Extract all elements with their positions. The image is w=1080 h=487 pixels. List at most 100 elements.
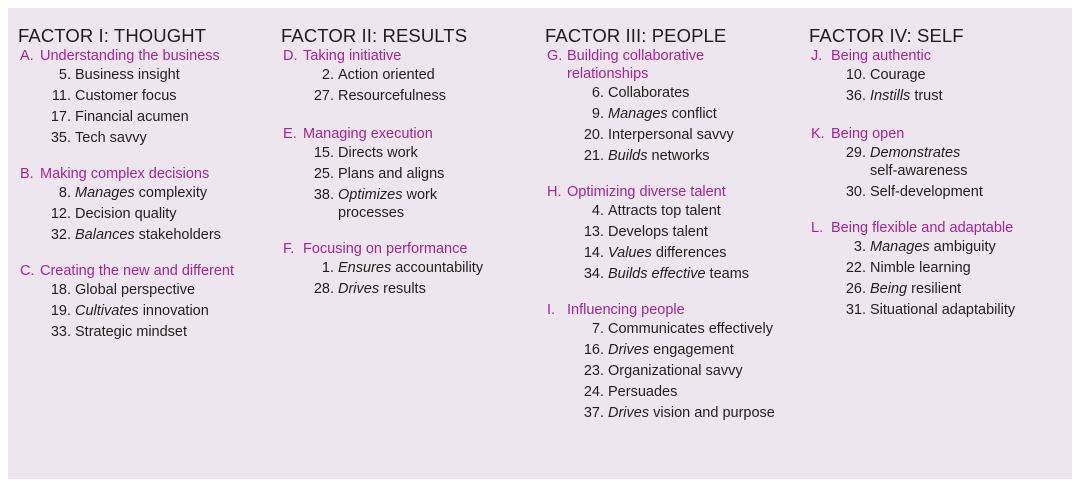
cluster-g: G. Building collaborative relationships 6… (545, 47, 805, 167)
competency-item: 11. Customer focus (18, 86, 278, 107)
cluster-letter: B. (20, 166, 34, 182)
competency-item: 21. Builds networks (545, 146, 805, 167)
competency-item: 34. Builds effective teams (545, 264, 805, 285)
cluster-letter: D. (283, 48, 298, 64)
item-text: Directs work (338, 145, 418, 161)
cluster-label: Making complex decisions (40, 166, 210, 182)
item-text: innovation (138, 303, 209, 319)
competency-item: 29. Demonstrates self-awareness (809, 143, 1069, 182)
item-text: stakeholders (134, 227, 221, 243)
competency-item: 7. Communicates effectively (545, 319, 805, 340)
cluster-label: Managing execution (303, 126, 433, 142)
cluster-letter: I. (547, 302, 556, 318)
item-number: 28. (313, 281, 334, 297)
competency-item: 19. Cultivates innovation (18, 301, 278, 322)
competency-item: 10. Courage (809, 65, 1069, 86)
item-text: results (379, 281, 426, 297)
factor-title: FACTOR IV: SELF (809, 25, 964, 46)
item-number: 26. (845, 281, 866, 297)
item-emphasis: Builds effective (608, 266, 706, 282)
competency-item: 38. Optimizes work processes (281, 185, 541, 224)
cluster-i: I. Influencing people 7. Communicates effe… (545, 301, 805, 424)
item-number: 11. (51, 88, 71, 104)
cluster-label: Being open (831, 126, 905, 142)
item-number: 20. (583, 127, 604, 143)
item-text: Self-development (870, 184, 983, 200)
item-emphasis: Drives (608, 342, 650, 358)
item-number: 32. (50, 227, 71, 243)
item-text: Resourcefulness (338, 88, 446, 104)
item-number: 8. (58, 185, 71, 201)
item-text: self-awareness (870, 163, 968, 179)
item-number: 9. (591, 106, 604, 122)
item-number: 17. (50, 109, 71, 125)
item-emphasis: Demonstrates (870, 145, 961, 161)
cluster-letter: H. (547, 184, 562, 200)
item-number: 37. (583, 405, 604, 421)
cluster-b: B. Making complex decisions 8. Manages com… (18, 165, 278, 246)
item-number: 14. (583, 245, 604, 261)
factor-column-people: FACTOR III: PEOPLE G. Building collaborat… (545, 26, 805, 440)
item-number: 35. (50, 130, 71, 146)
item-number: 18. (50, 282, 71, 298)
competency-item: 3. Manages ambiguity (809, 237, 1069, 258)
item-text: Attracts top talent (608, 203, 721, 219)
item-number: 1. (321, 260, 334, 276)
item-text: Communicates effectively (608, 321, 773, 337)
cluster-label: Optimizing diverse talent (567, 184, 726, 200)
item-number: 34. (583, 266, 604, 282)
competency-item: 23. Organizational savvy (545, 361, 805, 382)
competency-item: 14. Values differences (545, 243, 805, 264)
item-number: 31. (845, 302, 866, 318)
cluster-k: K. Being open 29. Demonstrates self-awaren… (809, 125, 1069, 203)
item-number: 10. (845, 67, 866, 83)
item-number: 22. (845, 260, 866, 276)
cluster-label: Creating the new and different (40, 263, 235, 279)
cluster-letter: K. (811, 126, 825, 142)
item-number: 21. (583, 148, 604, 164)
competency-item: 28. Drives results (281, 279, 541, 300)
item-text: Plans and aligns (338, 166, 445, 182)
competency-item: 32. Balances stakeholders (18, 225, 278, 246)
competency-item: 4. Attracts top talent (545, 201, 805, 222)
item-emphasis: Builds (608, 148, 648, 164)
cluster-l: L. Being flexible and adaptable 3. Manages… (809, 219, 1069, 321)
item-number: 5. (58, 67, 71, 83)
item-number: 36. (845, 88, 866, 104)
item-text: Action oriented (338, 67, 435, 83)
item-text: Situational adaptability (870, 302, 1016, 318)
item-number: 19. (50, 303, 71, 319)
item-text: Strategic mindset (75, 324, 188, 340)
item-text: conflict (667, 106, 717, 122)
cluster-letter: C. (20, 263, 35, 279)
cluster-f: F. Focusing on performance 1. Ensures acco… (281, 240, 541, 300)
item-text: Persuades (608, 384, 678, 400)
item-text: Develops talent (608, 224, 708, 240)
item-number: 30. (845, 184, 866, 200)
competency-item: 25. Plans and aligns (281, 164, 541, 185)
cluster-letter: E. (283, 126, 297, 142)
factor-title: FACTOR I: THOUGHT (18, 25, 207, 46)
item-text: networks (647, 148, 710, 164)
cluster-h: H. Optimizing diverse talent 4. Attracts t… (545, 183, 805, 285)
cluster-d: D. Taking initiative 2. Action oriented 27… (281, 47, 541, 107)
cluster-label: Taking initiative (303, 48, 402, 64)
item-number: 24. (583, 384, 604, 400)
cluster-label: Building collaborative relationships (567, 48, 705, 82)
item-text: Financial acumen (75, 109, 189, 125)
competency-item: 6. Collaborates (545, 83, 805, 104)
competency-item: 8. Manages complexity (18, 183, 278, 204)
item-emphasis: Drives (338, 281, 380, 297)
competency-item: 33. Strategic mindset (18, 322, 278, 343)
competency-item: 12. Decision quality (18, 204, 278, 225)
item-number: 15. (313, 145, 334, 161)
item-number: 33. (50, 324, 71, 340)
cluster-label: Influencing people (567, 302, 685, 318)
item-number: 29. (845, 145, 866, 161)
item-text: Customer focus (75, 88, 177, 104)
item-number: 7. (591, 321, 604, 337)
item-number: 4. (591, 203, 604, 219)
competency-item: 18. Global perspective (18, 280, 278, 301)
competency-item: 35. Tech savvy (18, 128, 278, 149)
competency-item: 5. Business insight (18, 65, 278, 86)
